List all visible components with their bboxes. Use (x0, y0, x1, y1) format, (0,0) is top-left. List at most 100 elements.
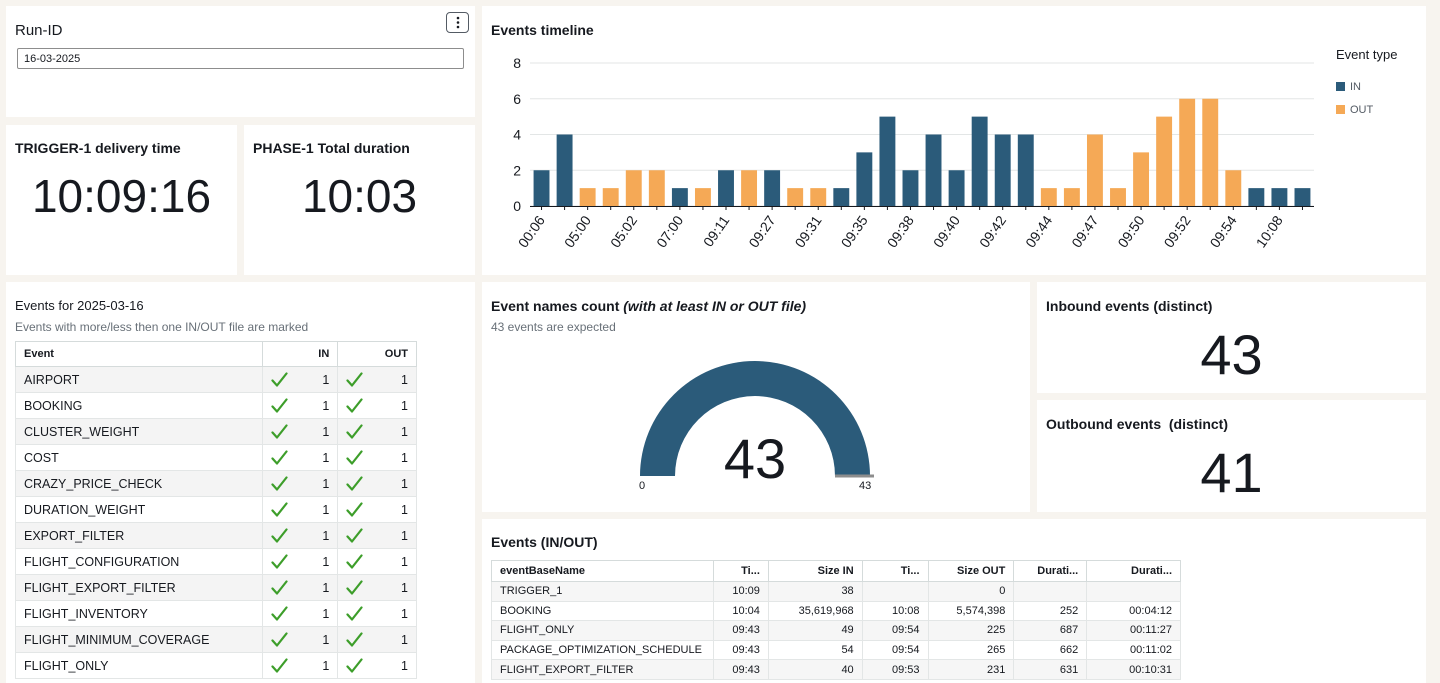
io-col-header[interactable]: eventBaseName (491, 560, 714, 582)
table-row[interactable]: FLIGHT_ONLY 09:43 49 09:54 225 687 00:11:27 (491, 620, 1181, 641)
table-row[interactable]: FLIGHT_EXPORT_FILTER 1 1 (15, 574, 417, 601)
event-name: BOOKING (15, 392, 263, 419)
io-cell: 09:43 (712, 639, 769, 661)
in-count: 1 (322, 632, 330, 647)
check-icon (346, 579, 363, 595)
table-row[interactable]: COST 1 1 (15, 444, 417, 471)
io-cell: 10:09 (712, 581, 769, 602)
bar-out[interactable] (625, 170, 642, 206)
out-count: 1 (401, 450, 408, 465)
bar-out[interactable] (1156, 116, 1173, 206)
bar-out[interactable] (1179, 98, 1196, 206)
bar-out[interactable] (1063, 188, 1080, 206)
bar-out[interactable] (1086, 134, 1103, 207)
io-cell: 10:08 (861, 600, 929, 622)
table-row[interactable]: CLUSTER_WEIGHT 1 1 (15, 418, 417, 445)
bar-in[interactable] (764, 170, 781, 206)
io-col-header[interactable]: Size IN (767, 560, 863, 582)
table-row[interactable]: AIRPORT 1 1 (15, 366, 417, 393)
bar-in[interactable] (833, 188, 850, 206)
bar-in[interactable] (1271, 188, 1288, 206)
io-col-header[interactable]: Durati... (1013, 560, 1088, 582)
legend-swatch[interactable] (1336, 105, 1345, 114)
table-row[interactable]: FLIGHT_EXPORT_FILTER 09:43 40 09:53 231 631 00… (491, 659, 1181, 680)
bar-in[interactable] (948, 170, 965, 206)
bar-out[interactable] (1133, 152, 1150, 206)
check-icon (346, 475, 363, 491)
bar-in[interactable] (533, 170, 550, 206)
out-count: 1 (401, 658, 408, 673)
bar-in[interactable] (971, 116, 988, 206)
table-row[interactable]: FLIGHT_MINIMUM_COVERAGE 1 1 (15, 626, 417, 653)
legend-label[interactable]: OUT (1350, 104, 1374, 116)
gauge-max-label: 43 (859, 480, 872, 492)
event-name: CRAZY_PRICE_CHECK (15, 470, 263, 497)
io-col-header[interactable]: Ti... (861, 560, 929, 582)
inbound-card: Inbound events (distinct) 43 (1037, 282, 1426, 393)
io-col-header[interactable]: Size OUT (927, 560, 1015, 582)
bar-in[interactable] (994, 134, 1011, 207)
bar-in[interactable] (902, 170, 919, 206)
bar-out[interactable] (1225, 170, 1242, 206)
bar-out[interactable] (1110, 188, 1126, 206)
io-cell: 00:11:02 (1086, 639, 1181, 661)
bar-in[interactable] (671, 188, 688, 206)
x-tick-label: 09:54 (1207, 212, 1240, 250)
bar-out[interactable] (1202, 98, 1219, 206)
x-tick-label: 09:27 (745, 212, 778, 250)
table-row[interactable]: BOOKING 1 1 (15, 392, 417, 419)
table-row[interactable]: FLIGHT_INVENTORY 1 1 (15, 600, 417, 627)
events-table: Event IN OUT AIRPORT 1 1 BOOKING 1 1 CLUSTER_W… (15, 341, 417, 679)
in-count: 1 (322, 606, 330, 621)
bar-in[interactable] (879, 116, 896, 206)
runid-input[interactable] (17, 48, 464, 69)
col-out[interactable]: OUT (337, 341, 417, 367)
table-row[interactable]: TRIGGER_1 10:09 38 0 (491, 581, 1181, 602)
bar-out[interactable] (741, 170, 758, 206)
out-count: 1 (401, 502, 408, 517)
legend-label[interactable]: IN (1350, 81, 1361, 93)
bar-in[interactable] (718, 170, 734, 206)
col-in[interactable]: IN (261, 341, 339, 367)
in-count: 1 (322, 398, 330, 413)
bar-in[interactable] (1248, 188, 1265, 206)
table-row[interactable]: CRAZY_PRICE_CHECK 1 1 (15, 470, 417, 497)
bar-in[interactable] (556, 134, 573, 207)
table-row[interactable]: EXPORT_FILTER 1 1 (15, 522, 417, 549)
io-col-header[interactable]: Durati... (1086, 560, 1181, 582)
bar-out[interactable] (694, 188, 711, 206)
bar-out[interactable] (787, 188, 804, 206)
table-row[interactable]: FLIGHT_ONLY 1 1 (15, 652, 417, 679)
table-row[interactable]: BOOKING 10:04 35,619,968 10:08 5,574,398 252 0… (491, 600, 1181, 622)
io-col-header[interactable]: Ti... (712, 560, 769, 582)
in-count: 1 (322, 502, 330, 517)
check-icon (271, 579, 288, 595)
bar-out[interactable] (1040, 188, 1057, 206)
gauge-title: Event names count (with at least IN or O… (491, 298, 806, 314)
bar-out[interactable] (648, 170, 665, 206)
bar-in[interactable] (856, 152, 873, 206)
table-row[interactable]: PACKAGE_OPTIMIZATION_SCHEDULE 09:43 54 09:5… (491, 639, 1181, 661)
table-row[interactable]: DURATION_WEIGHT 1 1 (15, 496, 417, 523)
bar-out[interactable] (810, 188, 827, 206)
menu-button[interactable] (446, 12, 469, 33)
col-event[interactable]: Event (15, 341, 263, 367)
timeline-card: Events timeline 0 2 4 6 8 00:06 05:00 05:02 07:0… (482, 6, 1426, 275)
events-list-title: Events for 2025-03-16 (15, 298, 144, 313)
io-cell: FLIGHT_ONLY (491, 620, 714, 641)
bar-in[interactable] (925, 134, 942, 207)
bar-in[interactable] (1017, 134, 1034, 207)
bar-out[interactable] (602, 188, 619, 206)
events-table-header: Event IN OUT (15, 341, 417, 367)
inbound-title: Inbound events (distinct) (1046, 298, 1213, 314)
gauge-value: 43 (723, 427, 787, 490)
bar-in[interactable] (1294, 188, 1311, 206)
check-icon (346, 527, 363, 543)
x-tick-label: 09:35 (838, 212, 871, 250)
table-row[interactable]: FLIGHT_CONFIGURATION 1 1 (15, 548, 417, 575)
out-cell: 1 (337, 600, 417, 627)
io-cell: 00:11:27 (1086, 620, 1181, 641)
legend-swatch[interactable] (1336, 82, 1345, 91)
check-icon (271, 631, 288, 647)
bar-out[interactable] (579, 188, 596, 206)
